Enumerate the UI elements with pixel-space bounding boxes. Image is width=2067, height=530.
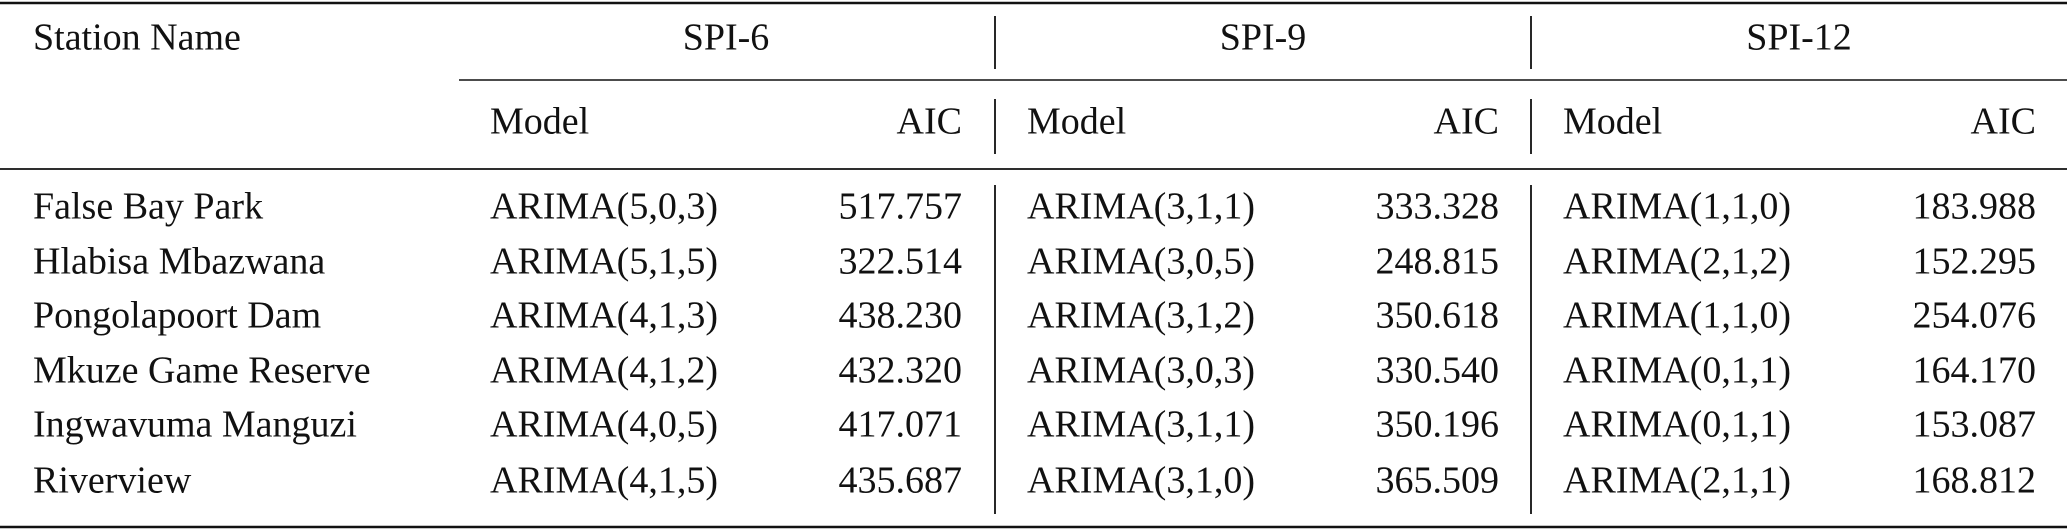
column-header: AIC xyxy=(1434,101,1499,143)
station-name: Hlabisa Mbazwana xyxy=(33,241,325,283)
aic-cell: 435.687 xyxy=(839,460,963,502)
aic-cell: 350.618 xyxy=(1376,295,1500,337)
model-cell: ARIMA(4,1,5) xyxy=(490,460,718,502)
aic-cell: 350.196 xyxy=(1376,404,1500,446)
aic-cell: 164.170 xyxy=(1913,350,2037,392)
model-cell: ARIMA(4,0,5) xyxy=(490,404,718,446)
column-header: Model xyxy=(1563,101,1662,143)
aic-cell: 432.320 xyxy=(839,350,963,392)
model-cell: ARIMA(5,0,3) xyxy=(490,186,718,228)
aic-cell: 153.087 xyxy=(1913,404,2037,446)
model-cell: ARIMA(3,1,0) xyxy=(1027,460,1255,502)
model-cell: ARIMA(3,0,5) xyxy=(1027,241,1255,283)
aic-cell: 322.514 xyxy=(839,241,963,283)
aic-cell: 517.757 xyxy=(839,186,963,228)
model-cell: ARIMA(1,1,0) xyxy=(1563,186,1791,228)
model-cell: ARIMA(0,1,1) xyxy=(1563,404,1791,446)
model-cell: ARIMA(2,1,2) xyxy=(1563,241,1791,283)
aic-cell: 254.076 xyxy=(1913,295,2037,337)
model-cell: ARIMA(3,0,3) xyxy=(1027,350,1255,392)
aic-cell: 333.328 xyxy=(1376,186,1500,228)
aic-cell: 417.071 xyxy=(839,404,963,446)
aic-cell: 183.988 xyxy=(1913,186,2037,228)
aic-cell: 248.815 xyxy=(1376,241,1500,283)
station-name: Pongolapoort Dam xyxy=(33,295,321,337)
aic-cell: 330.540 xyxy=(1376,350,1500,392)
group-title: SPI-12 xyxy=(1746,17,1852,59)
column-header: AIC xyxy=(897,101,962,143)
aic-cell: 152.295 xyxy=(1913,241,2037,283)
station-name: Ingwavuma Manguzi xyxy=(33,404,357,446)
column-header: AIC xyxy=(1971,101,2036,143)
aic-cell: 438.230 xyxy=(839,295,963,337)
model-cell: ARIMA(4,1,2) xyxy=(490,350,718,392)
model-cell: ARIMA(5,1,5) xyxy=(490,241,718,283)
model-cell: ARIMA(1,1,0) xyxy=(1563,295,1791,337)
model-cell: ARIMA(0,1,1) xyxy=(1563,350,1791,392)
group-title: SPI-9 xyxy=(1220,17,1307,59)
station-name: Riverview xyxy=(33,460,192,502)
aic-cell: 168.812 xyxy=(1913,460,2037,502)
aic-cell: 365.509 xyxy=(1376,460,1500,502)
column-header: Model xyxy=(490,101,589,143)
column-header: Model xyxy=(1027,101,1126,143)
group-title: SPI-6 xyxy=(683,17,770,59)
model-cell: ARIMA(3,1,1) xyxy=(1027,186,1255,228)
station-name: Mkuze Game Reserve xyxy=(33,350,371,392)
model-cell: ARIMA(3,1,2) xyxy=(1027,295,1255,337)
station-name: False Bay Park xyxy=(33,186,263,228)
model-cell: ARIMA(2,1,1) xyxy=(1563,460,1791,502)
model-cell: ARIMA(4,1,3) xyxy=(490,295,718,337)
model-cell: ARIMA(3,1,1) xyxy=(1027,404,1255,446)
station-header: Station Name xyxy=(33,17,241,59)
